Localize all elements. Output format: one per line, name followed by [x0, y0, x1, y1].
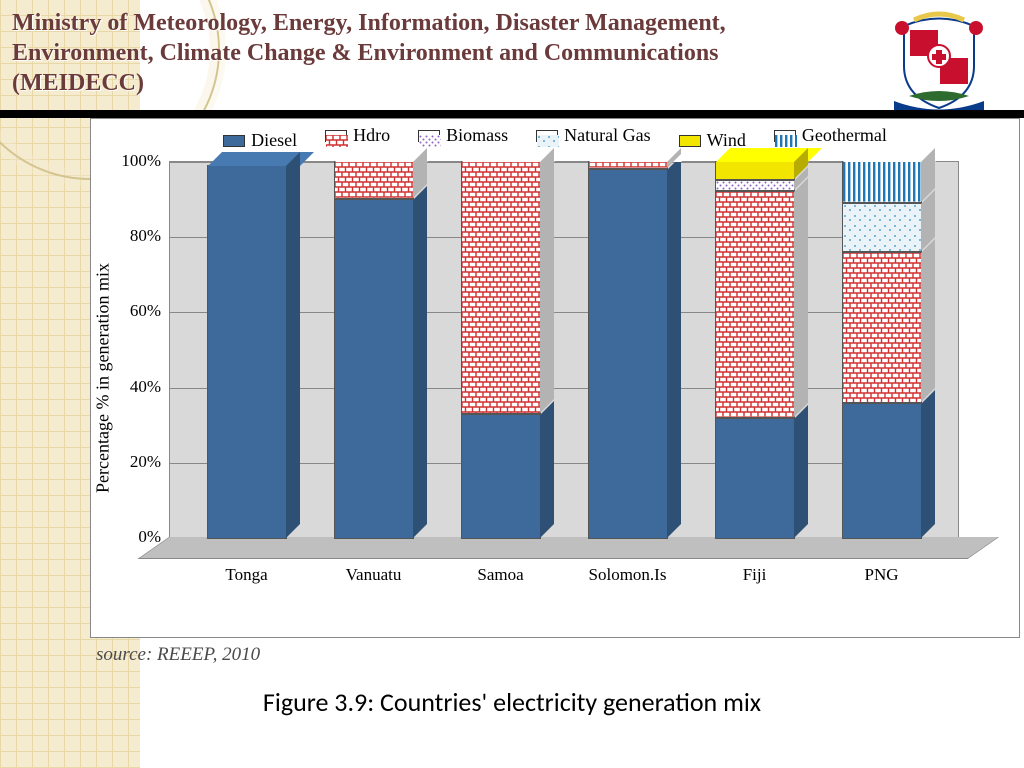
y-tick: 80%	[130, 226, 161, 246]
y-tick: 60%	[130, 301, 161, 321]
legend-swatch	[325, 130, 347, 142]
x-tick-label: Fiji	[743, 565, 767, 585]
legend-item: Diesel	[223, 130, 297, 151]
divider-bar	[0, 110, 1024, 118]
legend-item: Natural Gas	[536, 125, 650, 146]
generation-mix-chart: DieselHdroBiomassNatural GasWindGeotherm…	[90, 118, 1020, 638]
bar-segment-hydro	[588, 161, 668, 169]
legend-swatch	[418, 130, 440, 142]
page-title: Ministry of Meteorology, Energy, Informa…	[12, 8, 812, 98]
x-tick-label: Vanuatu	[346, 565, 402, 585]
legend-item: Geothermal	[774, 125, 887, 146]
legend-label: Biomass	[446, 125, 508, 146]
legend-swatch	[536, 130, 558, 142]
bar-segment-biomass	[715, 180, 795, 191]
legend-item: Biomass	[418, 125, 508, 146]
y-tick: 20%	[130, 452, 161, 472]
y-tick: 40%	[130, 377, 161, 397]
bar: Fiji	[715, 161, 795, 539]
bar: PNG	[842, 161, 922, 539]
coat-of-arms-icon	[884, 6, 994, 116]
bar-segment-diesel	[715, 418, 795, 539]
bar-segment-hydro	[715, 191, 795, 418]
x-tick-label: Tonga	[225, 565, 267, 585]
bar-segment-hydro	[842, 252, 922, 403]
slide-header: Ministry of Meteorology, Energy, Informa…	[0, 0, 1024, 108]
bar-segment-diesel	[842, 403, 922, 539]
legend-swatch	[774, 130, 796, 142]
bar: Samoa	[461, 161, 541, 539]
grid-floor	[138, 537, 999, 559]
bar-segment-naturalgas	[842, 203, 922, 252]
bar-segment-diesel	[207, 165, 287, 539]
bar: Solomon.Is	[588, 161, 668, 539]
figure-caption: Figure 3.9: Countries' electricity gener…	[0, 686, 1024, 718]
bar-segment-diesel	[461, 414, 541, 539]
bars-container: Tonga Vanuatu Samoa Solomon.Is Fiji PNG	[169, 161, 959, 539]
x-tick-label: PNG	[864, 565, 898, 585]
bar-segment-wind	[715, 161, 795, 180]
legend-item: Hdro	[325, 125, 390, 146]
bar-segment-geothermal	[842, 161, 922, 203]
y-tick: 100%	[121, 151, 161, 171]
legend-label: Natural Gas	[564, 125, 650, 146]
bar-segment-diesel	[588, 169, 668, 539]
bar: Vanuatu	[334, 161, 414, 539]
bar: Tonga	[207, 161, 287, 539]
source-citation: source: REEEP, 2010	[96, 644, 1024, 666]
legend-label: Geothermal	[802, 125, 887, 146]
legend-label: Diesel	[251, 130, 297, 151]
plot-area: TongaVanuatuSamoaSolomon.IsFijiPNG 0%20%…	[169, 161, 999, 559]
y-tick: 0%	[138, 527, 161, 547]
bar-segment-diesel	[334, 199, 414, 539]
x-tick-label: Samoa	[477, 565, 523, 585]
legend-swatch	[679, 135, 701, 147]
legend-swatch	[223, 135, 245, 147]
x-tick-label: Solomon.Is	[589, 565, 667, 585]
bar-segment-hydro	[334, 161, 414, 199]
legend-label: Hdro	[353, 125, 390, 146]
y-axis-label: Percentage % in generation mix	[93, 263, 114, 493]
bar-segment-hydro	[461, 161, 541, 414]
